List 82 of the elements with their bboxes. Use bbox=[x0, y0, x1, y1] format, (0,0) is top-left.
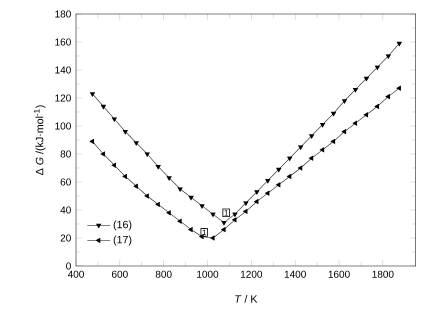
point bbox=[221, 227, 226, 232]
point bbox=[111, 162, 116, 168]
y-tick-label: 160 bbox=[55, 38, 71, 46]
x-tick-label: 1000 bbox=[197, 270, 218, 278]
y-axis-title: Δ G /(kJ·mol$^{-1}$) bbox=[34, 105, 46, 175]
point bbox=[166, 176, 172, 181]
point bbox=[386, 54, 391, 59]
point bbox=[254, 199, 258, 204]
point bbox=[134, 141, 139, 146]
point bbox=[210, 212, 216, 218]
point bbox=[112, 117, 117, 122]
point bbox=[330, 138, 336, 144]
point bbox=[352, 88, 358, 93]
point bbox=[396, 86, 401, 91]
y-tick-label: 0 bbox=[66, 262, 71, 270]
point bbox=[122, 130, 128, 135]
point bbox=[342, 129, 346, 134]
point bbox=[188, 196, 194, 200]
legend-label: (17) bbox=[114, 236, 132, 246]
y-tick-label: 20 bbox=[60, 234, 71, 242]
point bbox=[90, 92, 96, 97]
point bbox=[100, 151, 106, 157]
point bbox=[352, 120, 358, 126]
y-tick-label: 120 bbox=[55, 94, 71, 102]
y-tick-label: 80 bbox=[60, 150, 71, 158]
point bbox=[264, 190, 270, 196]
x-tick-label: 1800 bbox=[372, 270, 394, 278]
point bbox=[166, 210, 171, 216]
x-axis-title: T / K bbox=[235, 294, 258, 303]
point bbox=[254, 190, 260, 195]
y-tick-label: 180 bbox=[55, 10, 71, 18]
annotation: 1 bbox=[202, 230, 206, 236]
point bbox=[188, 227, 193, 232]
x-tick-label: 400 bbox=[68, 270, 84, 278]
point bbox=[243, 201, 248, 206]
point bbox=[155, 202, 160, 207]
point bbox=[276, 182, 280, 188]
point bbox=[199, 234, 204, 240]
point bbox=[122, 174, 127, 179]
point bbox=[308, 156, 314, 161]
point bbox=[232, 217, 237, 222]
point bbox=[320, 122, 326, 128]
point bbox=[221, 220, 227, 226]
x-tick-label: 1600 bbox=[328, 270, 350, 278]
point bbox=[320, 147, 324, 152]
point bbox=[276, 168, 282, 172]
point bbox=[298, 165, 302, 171]
point bbox=[144, 193, 149, 199]
x-tick-label: 800 bbox=[156, 270, 172, 278]
point bbox=[90, 138, 94, 144]
point bbox=[309, 134, 314, 139]
annotation: 1 bbox=[224, 210, 228, 216]
point bbox=[374, 66, 380, 70]
point bbox=[286, 174, 292, 179]
point bbox=[210, 235, 215, 241]
y-tick-label: 40 bbox=[60, 206, 71, 214]
y-tick-label: 60 bbox=[60, 178, 71, 186]
point bbox=[199, 204, 205, 209]
point bbox=[298, 145, 304, 150]
point bbox=[232, 212, 238, 218]
legend-label: (16) bbox=[114, 220, 132, 230]
point bbox=[374, 104, 379, 109]
x-tick-label: 1200 bbox=[240, 270, 262, 278]
point bbox=[242, 208, 248, 214]
point bbox=[396, 42, 402, 46]
point bbox=[265, 178, 270, 184]
point bbox=[342, 99, 348, 104]
point bbox=[385, 94, 390, 100]
x-tick-label: 1400 bbox=[284, 270, 306, 278]
point bbox=[144, 152, 150, 157]
y-tick-label: 100 bbox=[55, 122, 71, 130]
point bbox=[330, 112, 336, 116]
y-tick-label: 140 bbox=[55, 66, 71, 74]
point bbox=[363, 112, 368, 118]
point bbox=[100, 104, 106, 110]
point bbox=[177, 218, 182, 224]
point bbox=[178, 187, 183, 192]
point bbox=[364, 76, 370, 82]
point bbox=[133, 184, 138, 189]
point bbox=[287, 156, 292, 162]
point bbox=[156, 164, 161, 170]
x-tick-label: 600 bbox=[112, 270, 128, 278]
